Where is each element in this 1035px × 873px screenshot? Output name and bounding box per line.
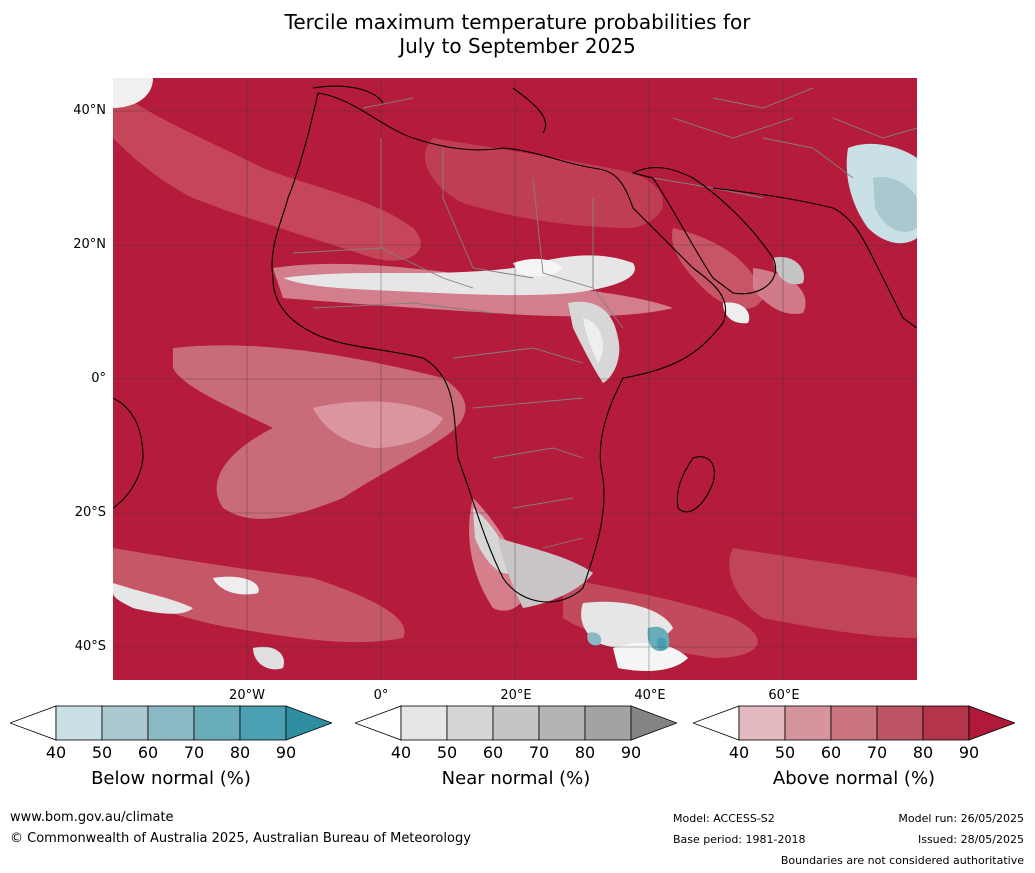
legend-title-below-normal: Below normal (%) xyxy=(91,768,251,789)
lat-label-equator: 0° xyxy=(91,371,106,386)
colorbar-segment xyxy=(446,705,494,741)
colorbar-tick-label: 80 xyxy=(912,743,934,762)
colorbar-tick-label: 80 xyxy=(229,743,251,762)
colorbar-tick-label: 60 xyxy=(482,743,504,762)
colorbar-tick-label: 60 xyxy=(820,743,842,762)
lon-label-40e: 40°E xyxy=(634,688,666,703)
copyright-text: © Commonwealth of Australia 2025, Austra… xyxy=(10,831,471,846)
colorbar-segment xyxy=(400,705,448,741)
colorbar-tick-label: 70 xyxy=(183,743,205,762)
lon-label-0: 0° xyxy=(373,688,389,703)
coastlines xyxy=(113,85,917,603)
colorbar-segment xyxy=(147,705,195,741)
colorbar-below-normal xyxy=(10,705,332,741)
colorbar-tick-label: 40 xyxy=(45,743,67,762)
colorbar-tick-label: 50 xyxy=(774,743,796,762)
colorbar-segment xyxy=(538,705,586,741)
lat-label-20n: 20°N xyxy=(73,237,106,252)
lon-label-20e: 20°E xyxy=(500,688,532,703)
colorbar-segment xyxy=(922,705,970,741)
issued-label: Issued: 28/05/2025 xyxy=(917,833,1024,846)
lon-label-20w: 20°W xyxy=(229,688,265,703)
base-period-label: Base period: 1981-2018 xyxy=(673,833,806,846)
colorbar-max-extension xyxy=(285,705,332,741)
lat-label-20s: 20°S xyxy=(74,505,106,520)
model-run-label: Model run: 26/05/2025 xyxy=(898,812,1024,825)
website-link[interactable]: www.bom.gov.au/climate xyxy=(10,810,174,825)
colorbar-tick-label: 50 xyxy=(91,743,113,762)
legend-title-above-normal: Above normal (%) xyxy=(772,768,936,789)
lat-label-40s: 40°S xyxy=(74,639,106,654)
colorbar-min-extension xyxy=(355,705,402,741)
lon-label-60e: 60°E xyxy=(768,688,800,703)
colorbar-tick-label: 50 xyxy=(436,743,458,762)
colorbar-max-extension xyxy=(968,705,1015,741)
map-title-line-1: Tercile maximum temperature probabilitie… xyxy=(284,10,751,34)
graticule xyxy=(113,78,917,680)
colorbar-tick-label: 60 xyxy=(137,743,159,762)
colorbar-tick-label: 40 xyxy=(728,743,750,762)
lat-label-40n: 40°N xyxy=(73,103,106,118)
colorbar-tick-label: 70 xyxy=(528,743,550,762)
forecast-map xyxy=(113,78,917,680)
colorbar-segment xyxy=(55,705,103,741)
colorbar-segment xyxy=(193,705,241,741)
colorbar-segment xyxy=(830,705,878,741)
colorbar-tick-label: 90 xyxy=(958,743,980,762)
below-normal-shading xyxy=(587,143,917,652)
colorbar-near-normal xyxy=(355,705,677,741)
colorbar-segment xyxy=(784,705,832,741)
disclaimer-text: Boundaries are not considered authoritat… xyxy=(780,854,1024,867)
colorbar-tick-label: 80 xyxy=(574,743,596,762)
colorbar-tick-label: 90 xyxy=(275,743,297,762)
colorbar-min-extension xyxy=(10,705,57,741)
colorbar-min-extension xyxy=(693,705,740,741)
colorbar-segment xyxy=(239,705,287,741)
colorbar-segment xyxy=(584,705,632,741)
near-normal-shading xyxy=(113,78,804,671)
colorbar-segment xyxy=(876,705,924,741)
colorbar-tick-label: 70 xyxy=(866,743,888,762)
colorbar-segment xyxy=(492,705,540,741)
colorbar-segment xyxy=(738,705,786,741)
model-label: Model: ACCESS-S2 xyxy=(673,812,775,825)
colorbar-segment xyxy=(101,705,149,741)
colorbar-max-extension xyxy=(630,705,677,741)
map-title-line-2: July to September 2025 xyxy=(399,34,636,58)
colorbar-tick-label: 90 xyxy=(620,743,642,762)
country-borders xyxy=(292,87,917,549)
legend-title-near-normal: Near normal (%) xyxy=(441,768,591,789)
colorbar-tick-label: 40 xyxy=(390,743,412,762)
colorbar-above-normal xyxy=(693,705,1015,741)
forecast-map-canvas xyxy=(113,78,917,680)
